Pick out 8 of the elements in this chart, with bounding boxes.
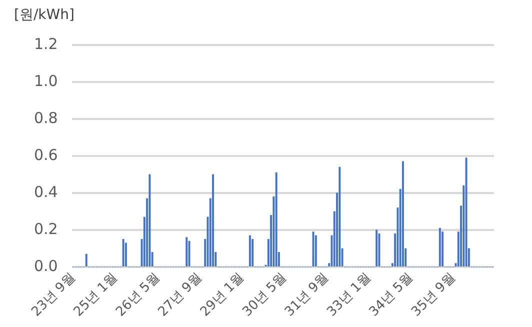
y-tick-label: 0.0 — [34, 257, 58, 276]
y-tick-label: 0.6 — [34, 146, 58, 164]
y-tick-label: 0.4 — [34, 182, 58, 201]
y-tick-label: 1.0 — [34, 72, 58, 90]
y-tick-label: 0.2 — [34, 220, 58, 238]
y-tick-label: 1.2 — [34, 34, 58, 53]
y-tick-label: 0.8 — [34, 108, 58, 127]
y-axis-title: [원/kWh] — [14, 6, 74, 24]
